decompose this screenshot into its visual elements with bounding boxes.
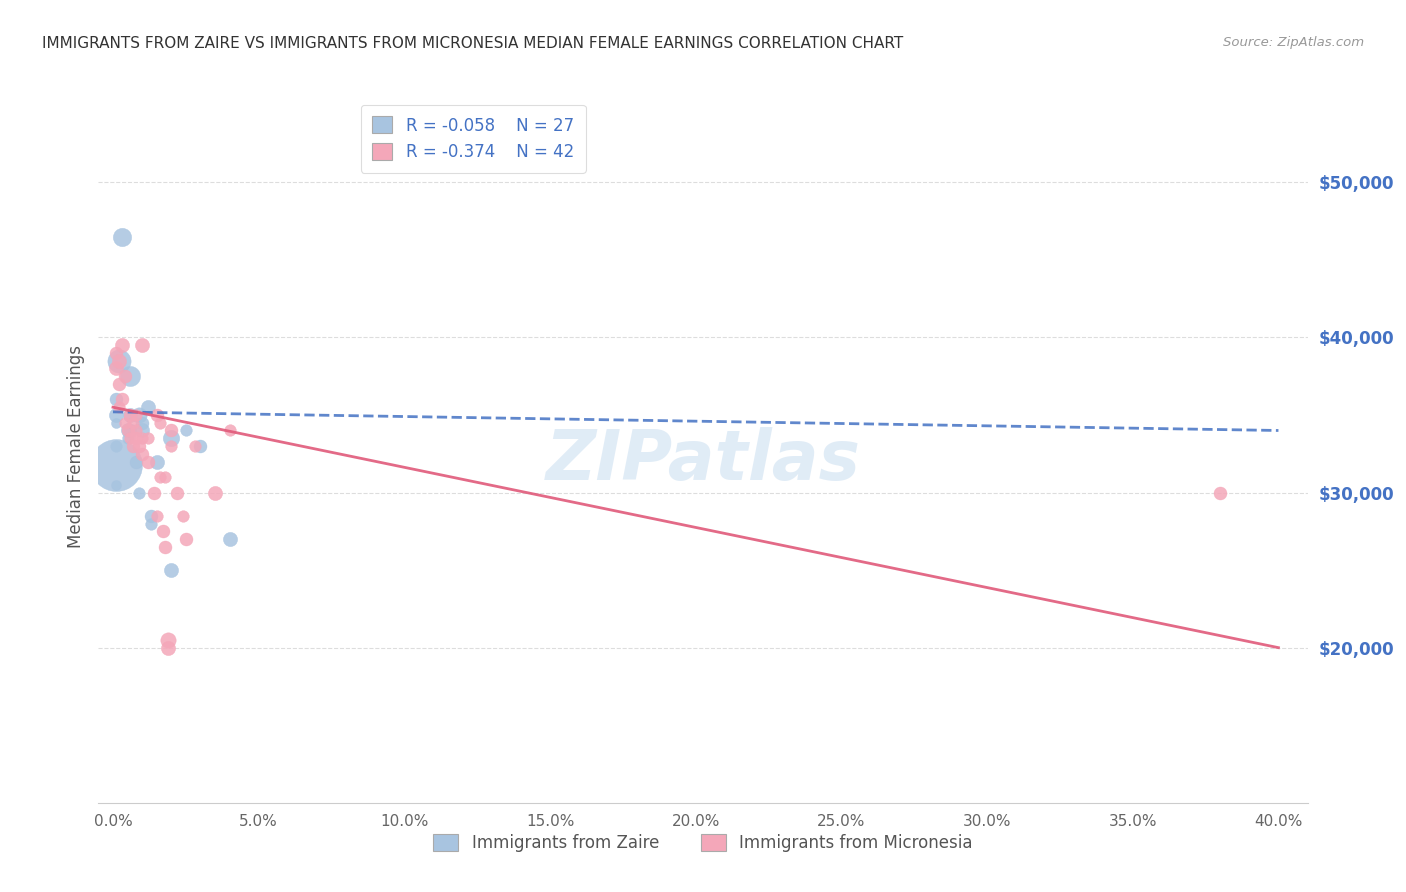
Point [122, 416, 145, 430]
Point [155, 540, 177, 554]
Point [139, 516, 162, 531]
Point [117, 424, 139, 438]
Point [131, 424, 153, 438]
Point [160, 431, 183, 445]
Point [104, 416, 127, 430]
Point [155, 470, 177, 484]
Point [136, 431, 159, 445]
Point [108, 376, 131, 391]
Point [131, 447, 153, 461]
Point [157, 640, 180, 655]
Point [145, 508, 167, 523]
Point [136, 454, 159, 468]
Point [160, 424, 183, 438]
Point [104, 392, 127, 407]
Point [104, 346, 127, 360]
Point [104, 458, 127, 472]
Point [183, 439, 205, 453]
Point [125, 424, 148, 438]
Point [145, 408, 167, 422]
Point [114, 416, 136, 430]
Point [136, 401, 159, 415]
Point [120, 424, 142, 438]
Text: Source: ZipAtlas.com: Source: ZipAtlas.com [1223, 36, 1364, 49]
Point [139, 508, 162, 523]
Text: ZIPatlas: ZIPatlas [546, 426, 860, 494]
Point [131, 416, 153, 430]
Point [104, 408, 127, 422]
Point [125, 454, 148, 468]
Text: IMMIGRANTS FROM ZAIRE VS IMMIGRANTS FROM MICRONESIA MEDIAN FEMALE EARNINGS CORRE: IMMIGRANTS FROM ZAIRE VS IMMIGRANTS FROM… [42, 36, 904, 51]
Point [160, 439, 183, 453]
Point [120, 369, 142, 384]
Point [122, 439, 145, 453]
Point [128, 485, 150, 500]
Point [166, 485, 188, 500]
Point [218, 532, 240, 546]
Point [190, 439, 212, 453]
Legend: Immigrants from Zaire, Immigrants from Micronesia: Immigrants from Zaire, Immigrants from M… [427, 827, 979, 859]
Point [1209, 485, 1232, 500]
Point [117, 431, 139, 445]
Point [174, 532, 197, 546]
Point [131, 338, 153, 352]
Point [108, 401, 131, 415]
Point [125, 431, 148, 445]
Point [172, 508, 194, 523]
Point [120, 408, 142, 422]
Point [142, 485, 165, 500]
Point [111, 338, 134, 352]
Point [160, 563, 183, 577]
Point [128, 439, 150, 453]
Point [128, 408, 150, 422]
Point [108, 353, 131, 368]
Point [149, 416, 172, 430]
Point [108, 353, 131, 368]
Point [104, 477, 127, 491]
Point [131, 431, 153, 445]
Point [111, 229, 134, 244]
Point [104, 439, 127, 453]
Point [204, 485, 226, 500]
Point [149, 470, 172, 484]
Point [120, 408, 142, 422]
Point [174, 424, 197, 438]
Point [157, 632, 180, 647]
Point [125, 408, 148, 422]
Point [145, 454, 167, 468]
Point [120, 431, 142, 445]
Point [218, 424, 240, 438]
Point [152, 524, 174, 539]
Y-axis label: Median Female Earnings: Median Female Earnings [66, 344, 84, 548]
Point [114, 369, 136, 384]
Point [111, 392, 134, 407]
Point [117, 424, 139, 438]
Point [104, 361, 127, 376]
